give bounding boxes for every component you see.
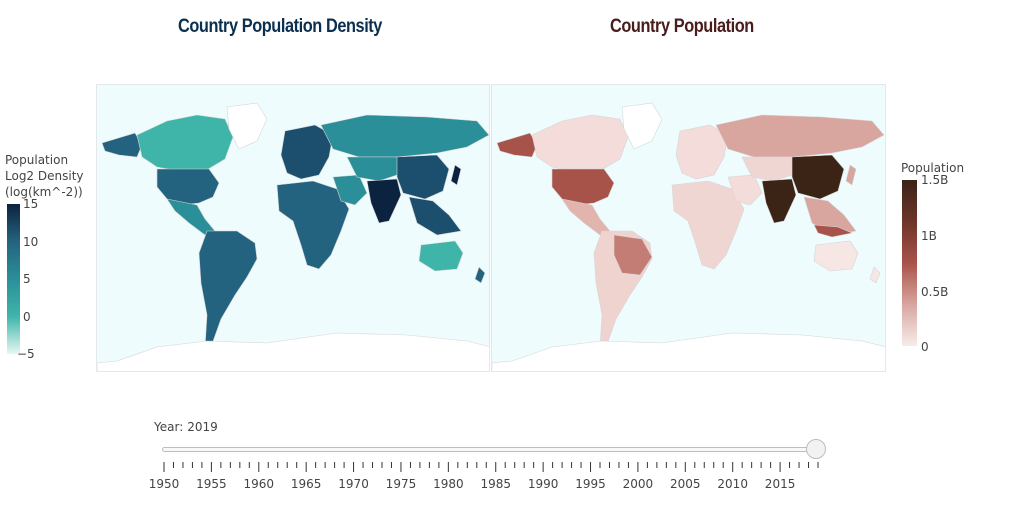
density-region-south-america: [198, 230, 258, 348]
density-region-russia: [320, 114, 489, 158]
left-colorbar-tick: −5: [17, 347, 35, 361]
right-colorbar-tick: 1B: [921, 229, 937, 243]
density-region-europe: [280, 124, 334, 180]
density-region-canada: [136, 114, 234, 172]
year-tick-label: 1990: [527, 477, 559, 491]
year-tick-label: 1970: [338, 477, 369, 491]
right-map-title: Country Population: [610, 16, 754, 37]
left-colorbar-gradient: [7, 204, 20, 354]
year-tick-label: 1980: [433, 477, 464, 491]
population-region-antarctica: [492, 332, 885, 371]
population-region-usa: [551, 168, 615, 206]
population-map[interactable]: [491, 84, 886, 372]
density-map-svg: [97, 102, 489, 371]
population-region-russia: [715, 114, 885, 158]
density-region-usa: [156, 168, 220, 206]
right-colorbar-tick: 0: [921, 340, 929, 354]
year-tick-label: 2015: [764, 477, 796, 491]
year-tick-label: 1985: [480, 477, 512, 491]
density-region-antarctica: [97, 332, 489, 371]
population-region-china: [791, 154, 845, 200]
population-region-new-zealand: [869, 266, 881, 284]
density-region-greenland: [226, 102, 268, 150]
population-region-indonesia: [813, 224, 854, 238]
density-region-middle-east: [332, 174, 368, 206]
population-region-central-asia: [741, 156, 799, 182]
year-tick-label: 1995: [575, 477, 606, 491]
density-region-new-zealand: [474, 266, 486, 284]
year-slider-handle[interactable]: [806, 439, 826, 459]
population-region-mexico: [561, 198, 611, 236]
year-tick-label: 2010: [717, 477, 748, 491]
population-region-middle-east: [727, 174, 763, 206]
density-region-south-asia: [366, 178, 402, 224]
left-colorbar-title-line-2: Log2 Density: [5, 169, 84, 183]
population-region-europe: [675, 124, 729, 180]
right-colorbar-tick: 0.5B: [921, 285, 949, 299]
left-map-title: Country Population Density: [178, 16, 382, 37]
year-slider-rail[interactable]: [162, 447, 824, 452]
density-region-mexico: [166, 198, 216, 236]
left-colorbar-tick: 10: [23, 235, 39, 249]
population-region-greenland: [621, 102, 663, 150]
population-map-svg: [492, 102, 885, 371]
year-slider-label: Year: 2019: [154, 420, 218, 434]
left-colorbar-tick: 0: [23, 310, 31, 324]
density-region-japan: [450, 164, 462, 186]
year-tick-label: 2005: [670, 477, 701, 491]
year-tick-label: 1960: [243, 477, 275, 491]
population-density-map[interactable]: [96, 84, 490, 372]
population-region-australia: [813, 240, 859, 272]
right-colorbar-gradient: [902, 180, 917, 346]
right-colorbar-title: Population: [901, 161, 965, 175]
year-slider-ticks: [163, 462, 819, 472]
density-region-southeast-asia: [408, 196, 462, 236]
left-colorbar-title-line-1: Population: [5, 153, 69, 167]
year-tick-label: 1955: [196, 477, 227, 491]
year-tick-label: 1950: [148, 477, 180, 491]
density-region-central-asia: [346, 156, 404, 182]
year-label-prefix: Year:: [154, 420, 184, 434]
density-region-east-asia: [396, 154, 450, 200]
right-colorbar-tick: 1.5B: [921, 173, 949, 187]
year-current-value: 2019: [187, 420, 218, 434]
left-colorbar-tick: 15: [23, 197, 39, 211]
population-region-alaska: [496, 132, 538, 158]
density-region-alaska: [101, 132, 143, 158]
year-tick-label: 1975: [385, 477, 417, 491]
year-tick-label: 1965: [290, 477, 322, 491]
left-colorbar-tick: 5: [23, 272, 31, 286]
population-region-canada: [531, 114, 629, 172]
population-region-india: [761, 178, 797, 224]
year-tick-label: 2000: [622, 477, 654, 491]
population-region-brazil: [613, 234, 653, 276]
density-region-australia: [418, 240, 464, 272]
left-colorbar-title-line-3: (log(km^-2)): [5, 185, 83, 199]
population-region-africa: [671, 180, 745, 270]
population-region-japan: [845, 164, 857, 186]
density-region-africa: [276, 180, 350, 270]
